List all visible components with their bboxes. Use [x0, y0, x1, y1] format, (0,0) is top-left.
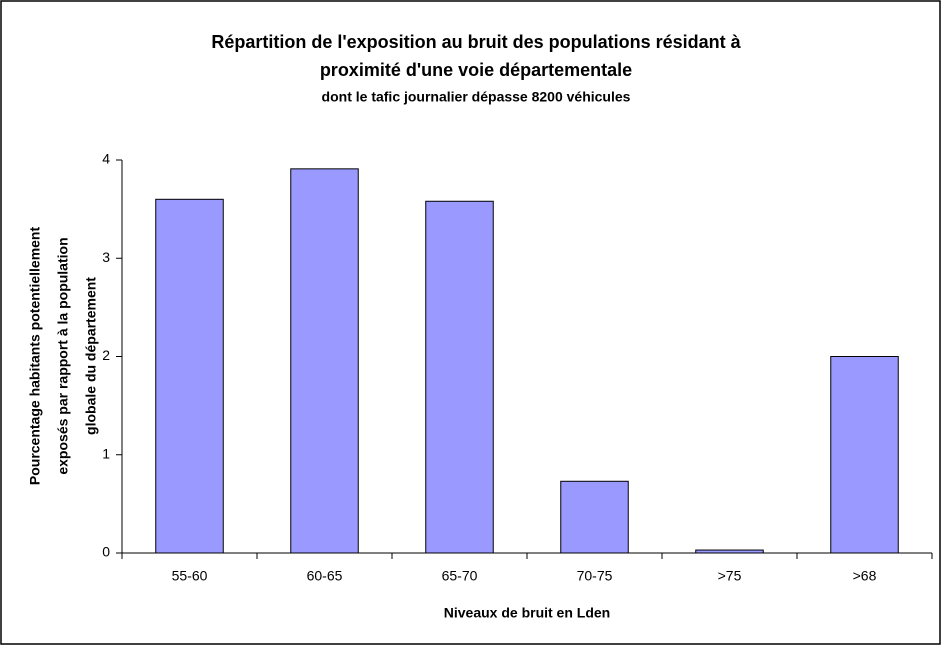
y-axis-label-line: globale du département: [83, 277, 99, 435]
bar: [425, 200, 494, 554]
bar: [155, 198, 224, 554]
bar: [560, 480, 629, 554]
y-tick-label: 0: [102, 544, 110, 560]
x-tick-label: >75: [718, 568, 742, 584]
y-tick-label: 1: [102, 445, 110, 461]
x-tick-label: 55-60: [172, 568, 208, 584]
x-axis-label: Niveaux de bruit en Lden: [444, 605, 610, 621]
y-axis-label: Pourcentage habitants potentiellement ex…: [27, 227, 99, 486]
x-tick-label: >68: [853, 568, 877, 584]
bar: [830, 356, 899, 554]
chart-title: Répartition de l'exposition au bruit des…: [211, 32, 741, 52]
chart-title: proximité d'une voie départementale: [320, 60, 632, 80]
x-tick-label: 70-75: [577, 568, 613, 584]
y-axis-label-line: exposés par rapport à la population: [55, 237, 71, 474]
chart-subtitle: dont le tafic journalier dépasse 8200 vé…: [322, 89, 631, 105]
bar: [290, 168, 359, 554]
y-axis-label-line: Pourcentage habitants potentiellement: [27, 227, 43, 486]
x-tick-label: 65-70: [442, 568, 478, 584]
y-tick-label: 4: [102, 151, 110, 167]
x-tick-label: 60-65: [307, 568, 343, 584]
y-tick-label: 2: [102, 347, 110, 363]
y-tick-label: 3: [102, 249, 110, 265]
